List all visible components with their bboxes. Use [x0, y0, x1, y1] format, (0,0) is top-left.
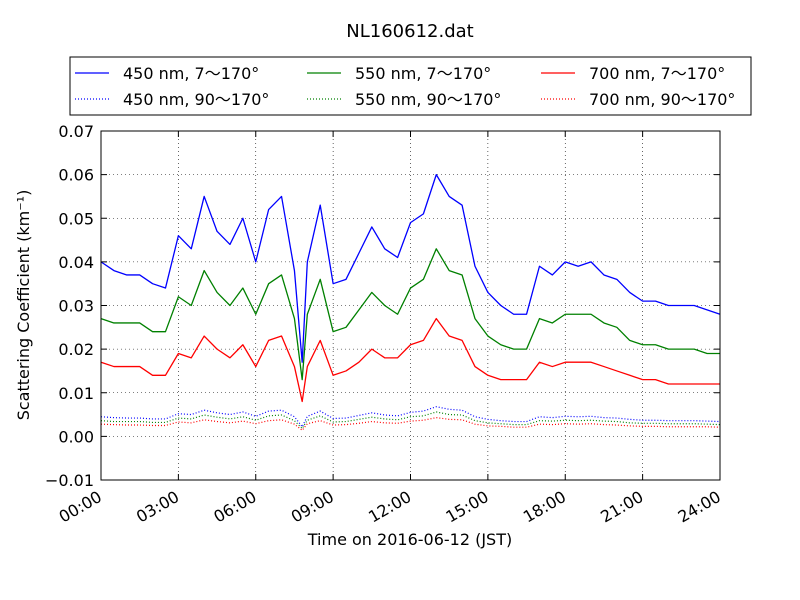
y-tick-label: 0.03 [58, 297, 94, 316]
x-tick-label: 03:00 [133, 487, 182, 527]
series-line-700-nm-7-170- [100, 317, 720, 403]
x-tick-label: 06:00 [210, 487, 259, 527]
legend-label: 550 nm, 7～170° [355, 64, 491, 83]
legend-label: 450 nm, 90～170° [123, 90, 269, 109]
legend-label: 700 nm, 90～170° [589, 90, 735, 109]
x-tick-label: 09:00 [288, 487, 337, 527]
y-axis-label: Scattering Coefficient (km⁻¹) [14, 190, 33, 421]
y-tick-label: 0.07 [58, 122, 94, 141]
x-tick-label: 00:00 [56, 487, 105, 527]
y-tick-label: 0.02 [58, 340, 94, 359]
legend-label: 550 nm, 90～170° [355, 90, 501, 109]
series-line-450-nm-90-170- [100, 406, 721, 428]
axis-ticks: 00:00 03:00 06:00 09:00 12:00 15:00 18:00 21:00… [45, 122, 724, 527]
series-layer [100, 173, 721, 431]
y-tick-label: 0.04 [58, 253, 94, 272]
legend-box [69, 56, 752, 116]
legend: 450 nm, 7～170° 550 nm, 7～170° 700 nm, 7～17… [69, 56, 752, 116]
grid-lines [101, 131, 720, 480]
y-tick-label: 0.01 [58, 384, 94, 403]
y-tick-label: −0.01 [45, 471, 94, 490]
x-tick-label: 12:00 [365, 487, 414, 527]
x-tick-label: 18:00 [520, 487, 569, 527]
y-tick-label: 0.05 [58, 209, 94, 228]
legend-label: 450 nm, 7～170° [123, 64, 259, 83]
y-tick-label: 0.00 [58, 427, 94, 446]
chart-title: NL160612.dat [346, 21, 473, 42]
x-tick-label: 24:00 [675, 487, 724, 527]
y-tick-label: 0.06 [58, 166, 94, 185]
x-axis-label: Time on 2016-06-12 (JST) [307, 530, 512, 549]
series-line-550-nm-7-170- [100, 248, 720, 381]
x-tick-label: 21:00 [597, 487, 646, 527]
series-line-700-nm-90-170- [100, 417, 721, 431]
series-line-450-nm-7-170- [100, 173, 721, 363]
x-tick-label: 15:00 [442, 487, 491, 527]
series-line-550-nm-90-170- [100, 411, 721, 430]
legend-label: 700 nm, 7～170° [589, 64, 725, 83]
